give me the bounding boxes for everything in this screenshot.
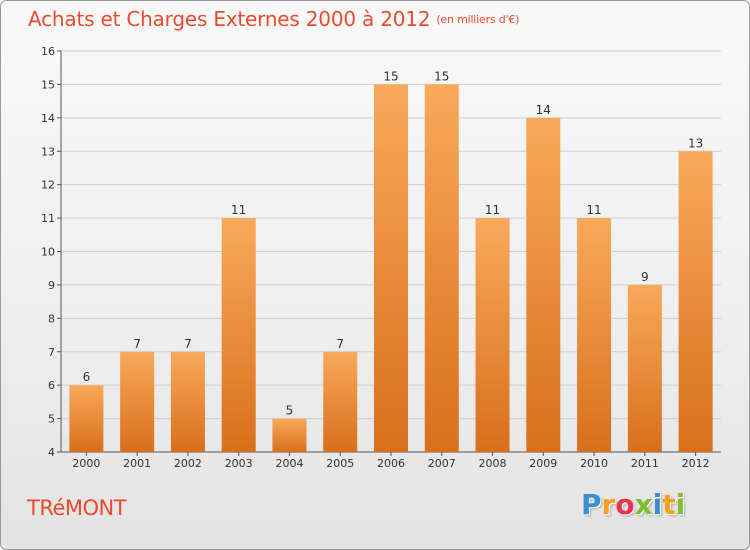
x-tick-label: 2011 [631,457,659,470]
data-label: 11 [586,203,601,217]
x-tick-label: 2009 [529,457,557,470]
y-tick-label: 13 [41,145,55,158]
bar-2012 [678,151,713,452]
bar-2006 [374,84,408,453]
bar-2011 [627,284,662,452]
y-tick-label: 8 [48,312,55,325]
y-tick-label: 6 [48,379,55,392]
bar-2000 [69,385,104,452]
bar-2010 [577,218,612,452]
x-tick-label: 2007 [428,457,456,470]
bar-2008 [475,218,510,452]
y-tick-label: 12 [41,179,55,192]
bar-2002 [170,351,205,452]
x-tick-label: 2010 [580,457,608,470]
logo-letter: P [581,488,602,521]
y-tick-label: 5 [48,413,55,426]
y-tick-label: 15 [41,78,55,91]
y-tick-label: 10 [41,246,55,259]
x-tick-label: 2012 [682,457,710,470]
chart-title-text: Achats et Charges Externes 2000 à 2012 [28,7,431,31]
y-tick-label: 4 [48,446,55,459]
x-tick-label: 2003 [225,457,253,470]
data-label: 7 [336,337,344,351]
data-label: 15 [434,69,449,83]
bar-2003 [221,218,256,452]
x-tick-label: 2008 [479,457,507,470]
data-label: 7 [184,337,192,351]
data-label: 13 [688,136,703,150]
commune-name: TRéMONT [27,496,127,520]
x-tick-label: 2005 [326,457,354,470]
logo-letter: t [662,488,676,521]
data-label: 11 [485,203,500,217]
logo-letter: r [601,488,616,521]
x-tick-label: 2002 [174,457,202,470]
x-tick-label: 2006 [377,457,405,470]
chart-unit: (en milliers d'€) [436,13,520,26]
logo-letter: i [675,488,686,521]
bars [69,84,713,453]
y-tick-label: 7 [48,346,55,359]
data-label: 6 [83,370,91,384]
data-label: 9 [641,270,649,284]
data-labels: 6 7 7 11 5 7 15 15 11 14 11 9 13 [83,69,704,417]
proxiti-logo[interactable]: Proxiti [581,488,685,521]
data-label: 7 [133,337,141,351]
bar-2009 [526,117,561,452]
y-tick-label: 9 [48,279,55,292]
logo-letter: o [615,488,635,521]
y-tick-label: 14 [41,112,55,125]
data-label: 15 [383,69,398,83]
y-tick-label: 16 [41,45,55,58]
y-tick-label: 11 [41,212,55,225]
data-label: 14 [536,103,551,117]
bar-2004 [272,418,307,452]
data-label: 5 [286,404,294,418]
chart-title: Achats et Charges Externes 2000 à 2012 (e… [28,7,519,31]
data-label: 11 [231,203,246,217]
logo-letter: i [652,488,663,521]
logo-letter: x [634,488,653,521]
x-tick-label: 2000 [72,457,100,470]
x-tick-label: 2001 [123,457,151,470]
x-tick-label: 2004 [275,457,303,470]
bar-2001 [120,351,155,452]
bar-2005 [323,351,358,452]
bar-2007 [424,84,459,453]
